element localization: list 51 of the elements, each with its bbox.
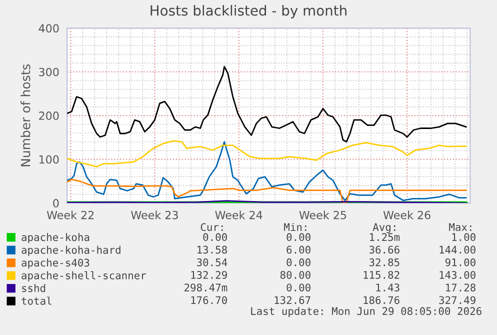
y-tick-label: 200 [39, 112, 59, 120]
text: 0.00 [286, 258, 310, 266]
text: 0.00 [203, 233, 227, 242]
y-tick-label: 300 [39, 68, 59, 76]
line-series [67, 178, 467, 204]
text: 6.00 [286, 246, 310, 254]
legend-label: apache-shell-scanner [22, 271, 146, 282]
text: Avg: [372, 223, 396, 234]
text: 1.43 [376, 284, 400, 292]
text: 36.66 [369, 246, 400, 254]
text: 132.29 [191, 270, 227, 279]
text: 144.00 [440, 246, 476, 254]
x-tick-label: Week 26 [383, 210, 430, 220]
text: 30.54 [196, 258, 228, 266]
text: 1.25m [370, 233, 400, 242]
x-tick-label: Week 24 [215, 210, 262, 220]
chart-title: Hosts blacklisted - by month [150, 5, 346, 18]
x-tick-label: Week 23 [131, 210, 178, 220]
text: 80.00 [280, 270, 310, 279]
text: 0.00 [286, 284, 310, 292]
text: 91.00 [445, 258, 476, 266]
text: 0.00 [286, 233, 310, 242]
text: 13.58 [198, 246, 227, 254]
text: 132.67 [274, 296, 310, 304]
text: 327.49 [439, 296, 476, 304]
legend-label: total [22, 296, 52, 305]
legend-label: sshd [22, 284, 46, 292]
text: 115.82 [364, 270, 400, 279]
text: 32.85 [369, 258, 400, 266]
text: 143.00 [440, 270, 476, 279]
y-tick-label: 0 [53, 198, 59, 208]
legend-label: apache-s403 [22, 258, 90, 269]
text: 176.70 [191, 296, 227, 304]
text: 17.28 [446, 284, 476, 292]
line-series [67, 141, 467, 202]
y-axis-title: Number of hosts [20, 64, 30, 166]
text: Min: [284, 222, 306, 231]
y-tick-label: 400 [38, 24, 59, 33]
text: 298.47m [184, 284, 228, 292]
x-tick-label: Week 25 [299, 210, 346, 220]
line-series [67, 140, 467, 168]
x-tick-label: Week 22 [46, 210, 94, 220]
text: Cur: [200, 223, 223, 232]
text: Last update: Mon Jun 29 08:05:00 2026 [251, 306, 482, 318]
line-series [67, 66, 467, 142]
text: 1.00 [452, 233, 476, 242]
legend-label: apache-koha-hard [22, 246, 120, 256]
text: 186.76 [364, 296, 400, 304]
text: Max: [449, 223, 472, 232]
legend-label: apache-koha [22, 233, 90, 244]
y-tick-label: 100 [39, 155, 59, 164]
